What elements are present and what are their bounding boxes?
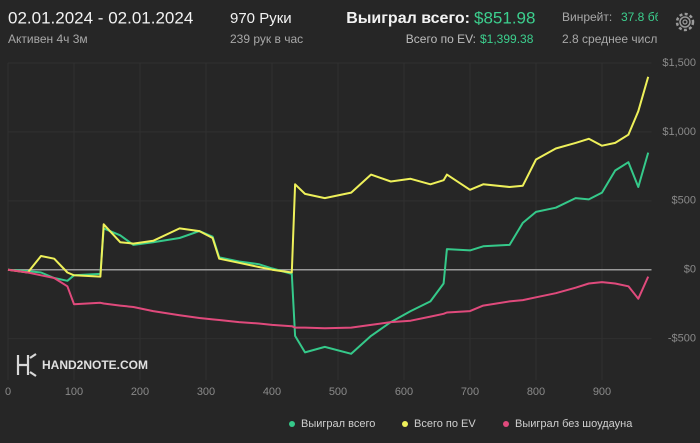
won-label: Выиграл всего: [346,10,470,27]
x-tick-label: 200 [131,386,149,398]
header-mask [658,0,700,60]
legend-marker [503,421,509,427]
winrate-value: 37.8 бб/ [621,10,665,24]
legend-marker [289,421,295,427]
plot-area [8,63,652,380]
settings-button[interactable] [675,12,695,32]
x-tick-label: 300 [197,386,215,398]
series-line [7,268,650,330]
won-value: $851.98 [474,8,535,27]
x-tick-label: 0 [5,386,11,398]
y-tick-label: $1,000 [662,126,696,138]
x-tick-label: 400 [263,386,281,398]
y-tick-label: $1,500 [662,57,696,69]
winrate-label: Винрейт: [562,10,612,24]
date-range: 02.01.2024 - 02.01.2024 [8,8,193,27]
x-tick-label: 600 [395,386,413,398]
watermark-logo [16,353,37,377]
x-tick-label: 700 [461,386,479,398]
legend-label: Всего по EV [414,418,476,430]
y-tick-label: $0 [684,264,696,276]
y-tick-label: -$500 [668,333,696,345]
ev-value: $1,399.38 [480,32,534,46]
x-tick-label: 900 [593,386,611,398]
avg-text: 2.8 среднее числ [562,32,657,46]
series-line [7,76,650,278]
x-tick-label: 500 [329,386,347,398]
hands-per-hour: 239 рук в час [230,32,303,46]
y-tick-label: $500 [672,195,696,207]
legend-label: Выиграл без шоудауна [515,418,633,430]
legend-marker [402,421,408,427]
hands: 970 Руки [230,10,292,27]
watermark: HAND2NOTE.COM [42,358,148,372]
active-time: Активен 4ч 3м [8,32,88,46]
x-tick-label: 800 [527,386,545,398]
x-tick-label: 100 [65,386,83,398]
legend-label: Выиграл всего [301,418,375,430]
ev-label: Всего по EV: [406,32,476,46]
